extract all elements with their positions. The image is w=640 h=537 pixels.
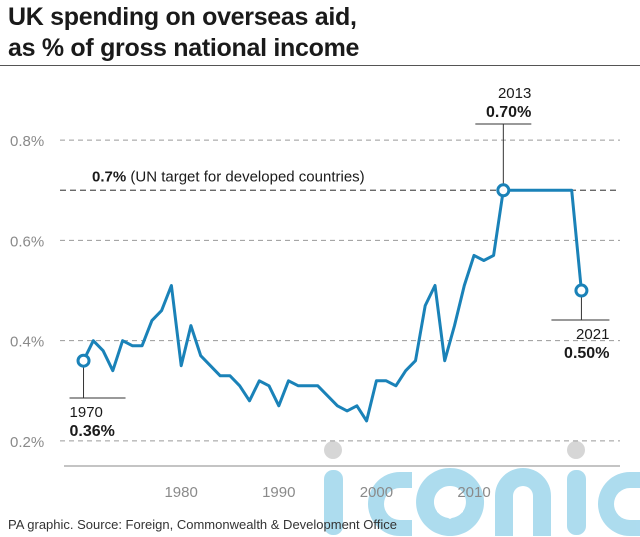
chart-title-line-2: as % of gross national income — [8, 34, 360, 62]
y-tick-label-2: 0.6% — [10, 233, 44, 250]
annotation-value-1: 0.70% — [486, 104, 531, 121]
annotation-year-2: 2021 — [576, 326, 609, 343]
chart-title: UK spending on overseas aid, as % of gro… — [8, 2, 359, 64]
target-label-text: (UN target for developed countries) — [126, 168, 364, 185]
annotation-value-2: 0.50% — [564, 345, 609, 362]
y-tick-label-3: 0.8% — [10, 133, 44, 150]
annotation-marker-2 — [574, 283, 589, 298]
x-tick-label-3: 2010 — [457, 484, 490, 501]
aid-series-line — [82, 188, 583, 423]
x-tick-label-1: 1990 — [262, 484, 295, 501]
x-tick-label-0: 1980 — [164, 484, 197, 501]
source-note: PA graphic. Source: Foreign, Commonwealt… — [8, 517, 397, 532]
annotation-year-0: 1970 — [70, 404, 103, 421]
chart-title-line-1: UK spending on overseas aid, — [8, 3, 357, 31]
y-tick-label-0: 0.2% — [10, 434, 44, 451]
annotation-year-1: 2013 — [498, 85, 531, 102]
annotation-marker-1 — [496, 183, 511, 198]
title-divider — [0, 65, 640, 66]
target-label: 0.7% (UN target for developed countries) — [92, 168, 365, 185]
y-tick-label-1: 0.4% — [10, 334, 44, 351]
annotation-value-0: 0.36% — [70, 423, 115, 440]
target-label-value: 0.7% — [92, 168, 126, 185]
x-tick-label-2: 2000 — [360, 484, 393, 501]
annotation-marker-0 — [76, 353, 91, 368]
